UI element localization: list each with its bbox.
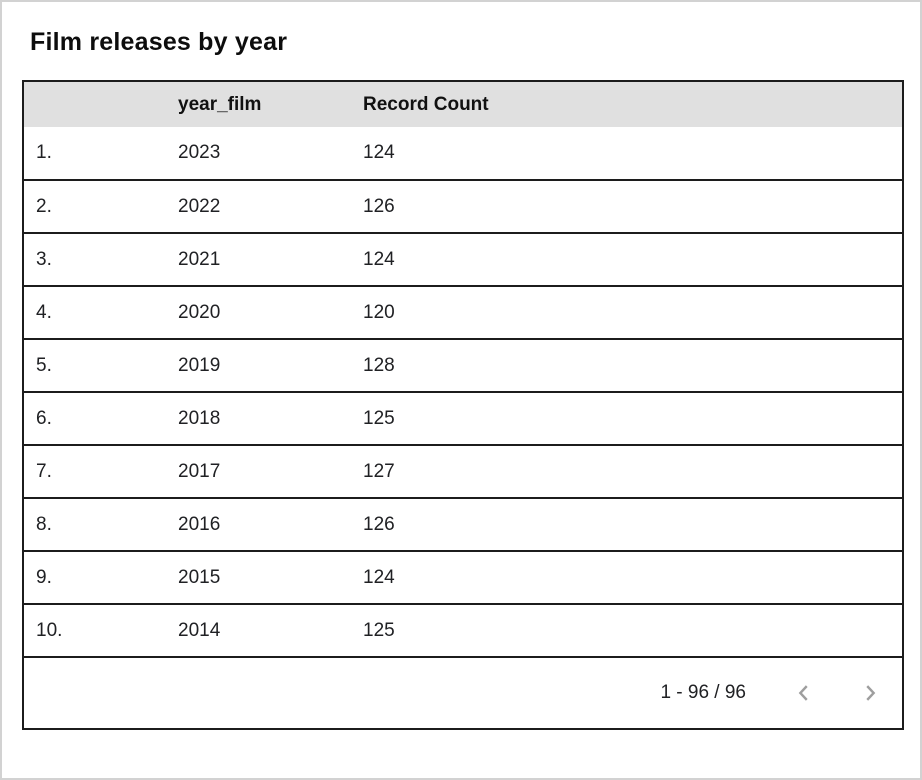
table-row: 10. 2014 125	[23, 603, 903, 657]
pagination-range-label: 1 - 96 / 96	[660, 682, 746, 703]
row-index-cell: 1.	[23, 127, 178, 180]
table-row: 7. 2017 127	[23, 444, 903, 498]
pagination-bar: 1 - 96 / 96	[24, 679, 902, 707]
row-index-cell: 9.	[23, 550, 178, 604]
year-film-cell: 2014	[178, 603, 363, 657]
data-table: year_film Record Count 1. 2023 124 2. 20…	[22, 80, 904, 730]
record-count-cell: 124	[363, 550, 903, 604]
row-index-cell: 3.	[23, 232, 178, 286]
table-row: 2. 2022 126	[23, 179, 903, 233]
row-index-cell: 10.	[23, 603, 178, 657]
table-row: 9. 2015 124	[23, 550, 903, 604]
row-index-cell: 4.	[23, 285, 178, 339]
header-row: year_film Record Count	[23, 81, 903, 127]
next-page-button[interactable]	[856, 679, 884, 707]
table-row: 8. 2016 126	[23, 497, 903, 551]
column-header-record-count[interactable]: Record Count	[363, 81, 903, 127]
table-row: 6. 2018 125	[23, 391, 903, 445]
year-film-cell: 2023	[178, 127, 363, 180]
chevron-right-icon	[866, 685, 876, 701]
record-count-cell: 125	[363, 391, 903, 445]
chevron-left-icon	[798, 685, 808, 701]
record-count-cell: 126	[363, 179, 903, 233]
record-count-cell: 120	[363, 285, 903, 339]
row-index-cell: 7.	[23, 444, 178, 498]
record-count-cell: 127	[363, 444, 903, 498]
record-count-cell: 124	[363, 232, 903, 286]
row-index-cell: 6.	[23, 391, 178, 445]
row-index-cell: 8.	[23, 497, 178, 551]
year-film-cell: 2019	[178, 338, 363, 392]
pagination-row: 1 - 96 / 96	[23, 656, 903, 729]
column-header-year-film[interactable]: year_film	[178, 81, 363, 127]
row-index-cell: 5.	[23, 338, 178, 392]
year-film-cell: 2021	[178, 232, 363, 286]
prev-page-button[interactable]	[790, 679, 818, 707]
record-count-cell: 126	[363, 497, 903, 551]
table-row: 1. 2023 124	[23, 127, 903, 180]
table-row: 3. 2021 124	[23, 232, 903, 286]
year-film-cell: 2017	[178, 444, 363, 498]
record-count-cell: 128	[363, 338, 903, 392]
table-row: 5. 2019 128	[23, 338, 903, 392]
year-film-cell: 2018	[178, 391, 363, 445]
record-count-cell: 125	[363, 603, 903, 657]
table-body: 1. 2023 124 2. 2022 126 3. 2021 124 4. 2…	[23, 127, 903, 657]
year-film-cell: 2022	[178, 179, 363, 233]
column-header-row-number[interactable]	[23, 81, 178, 127]
year-film-cell: 2016	[178, 497, 363, 551]
year-film-cell: 2020	[178, 285, 363, 339]
record-count-cell: 124	[363, 127, 903, 180]
year-film-cell: 2015	[178, 550, 363, 604]
row-index-cell: 2.	[23, 179, 178, 233]
page-title: Film releases by year	[30, 28, 288, 56]
table-row: 4. 2020 120	[23, 285, 903, 339]
